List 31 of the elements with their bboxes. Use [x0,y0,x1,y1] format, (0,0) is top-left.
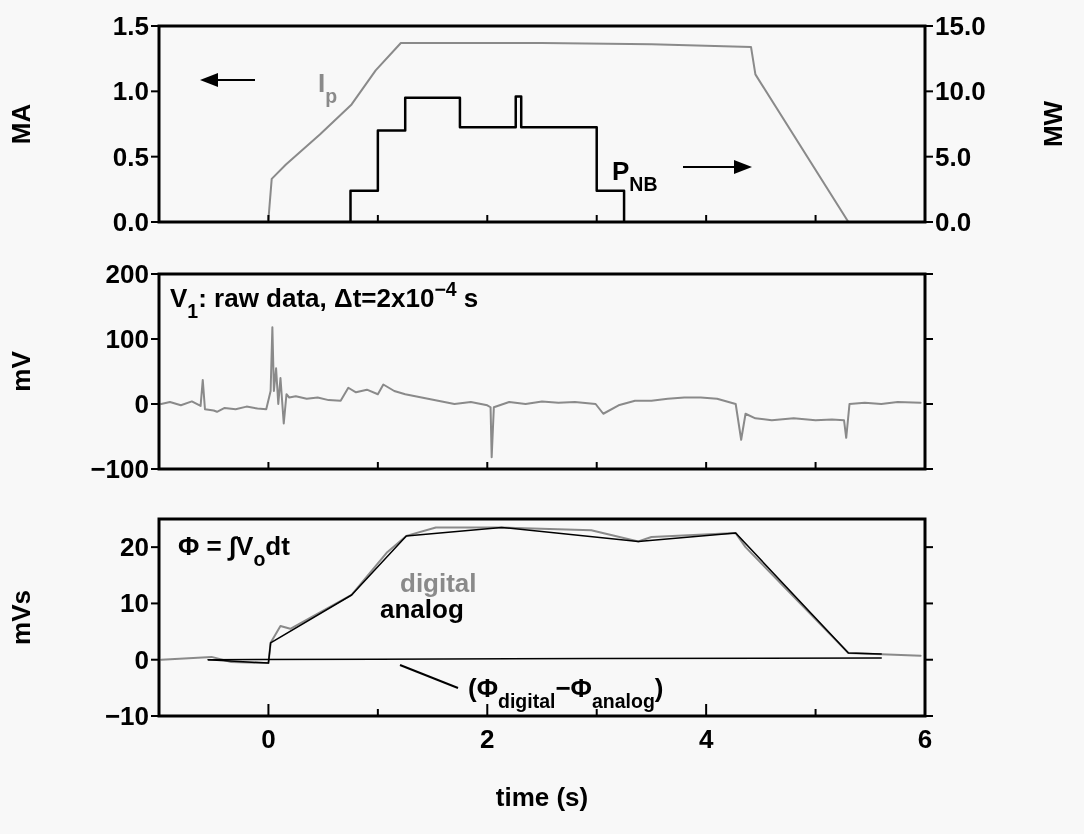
y-tick-label: 1.0 [112,76,149,107]
x-tick-label: 6 [917,724,933,754]
series-label: I$_{p}$ [318,68,338,107]
y2-tick-label: 15.0 [935,11,986,41]
y2-tick-label: 10.0 [935,76,986,107]
series-label: digital [400,568,477,598]
y2-tick-label: 0.0 [935,207,972,237]
y-axis-title: mV [6,350,36,392]
legend-label: P$_{NB}$ [612,156,658,195]
y-tick-label: 0.0 [112,207,149,237]
y2-tick-label: 5.0 [935,141,972,172]
y-tick-label: 1.5 [112,11,149,41]
y-tick-label: 0.5 [112,141,149,172]
x-tick-label: 0 [261,724,276,754]
x-tick-label: 2 [480,724,495,754]
y-tick-label: 10 [120,588,149,619]
y2-axis-title: MW [1038,100,1068,148]
y-tick-label: 200 [105,259,149,289]
y-tick-label: 100 [105,324,149,354]
y-tick-label: 0 [134,389,149,419]
annotation: V$_{1}$: raw data, Δt=2x10$^{−4}$ s [170,278,479,322]
annotation: Φ = ∫V$_{o}$dt [178,531,291,570]
y-axis-title: mVs [6,590,36,645]
legend-label: (Φ$_{digital}$−Φ$_{analog}$) [468,673,664,712]
x-axis-title: time (s) [495,782,589,812]
x-tick-label: 4 [698,724,714,754]
y-axis-title: MA [6,103,36,145]
y-tick-label: −10 [104,701,149,731]
y-tick-label: −100 [90,454,149,484]
y-tick-label: 20 [120,532,149,563]
y-tick-label: 0 [134,644,149,675]
